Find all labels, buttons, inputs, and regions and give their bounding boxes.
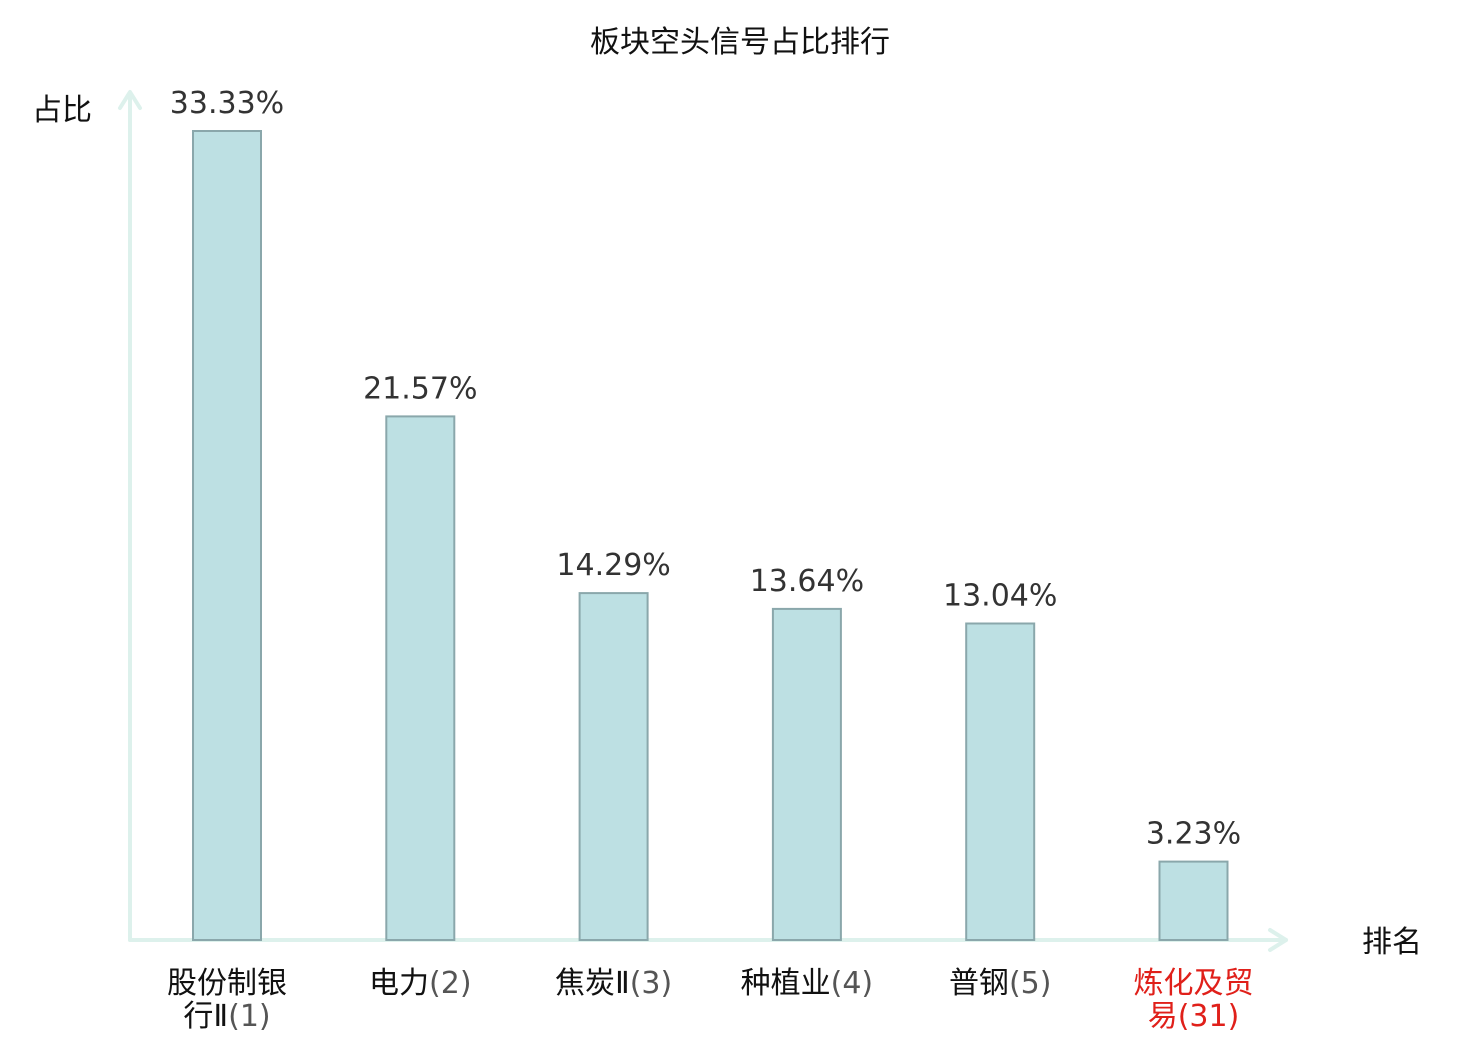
- category-label-4: 种植业(4): [741, 966, 874, 1001]
- category-name-line: 炼化及贸: [1134, 966, 1254, 1001]
- category-name-line: 电力: [369, 966, 429, 1001]
- category-name-line: 普钢: [949, 966, 1009, 1001]
- category-label-1: 股份制银行Ⅱ(1): [167, 966, 287, 1034]
- category-rank: (5): [1009, 966, 1051, 1001]
- y-axis: 占比: [32, 90, 142, 942]
- category-rank: (1): [228, 999, 271, 1034]
- bar-6: [1158, 860, 1229, 941]
- category-labels: 股份制银行Ⅱ(1) 电力(2) 焦炭Ⅱ(3) 种植业(4) 普钢(5) 炼化及贸易(31): [167, 966, 1254, 1034]
- bar-1: [192, 130, 262, 941]
- category-name-line: 行Ⅱ: [183, 999, 228, 1034]
- category-label-3: 焦炭Ⅱ(3): [555, 966, 672, 1001]
- category-name-line: 股份制银: [167, 966, 287, 1001]
- y-axis-label: 占比: [32, 93, 92, 128]
- category-name-line: 种植业: [741, 966, 831, 1001]
- category-name-line: 易: [1148, 999, 1178, 1034]
- value-label-2: 21.57%: [363, 371, 477, 406]
- category-rank: (2): [429, 966, 472, 1001]
- bar-series: [192, 130, 1229, 942]
- y-axis-arrow-icon: [118, 90, 142, 110]
- value-labels: 33.33% 21.57% 14.29% 13.64% 13.04% 3.23%: [170, 86, 1241, 852]
- category-rank: (4): [831, 966, 874, 1001]
- category-label-6: 炼化及贸易(31): [1134, 966, 1254, 1034]
- value-label-6: 3.23%: [1146, 817, 1241, 852]
- x-axis-arrow-icon: [1268, 928, 1288, 952]
- bar-3: [578, 592, 649, 941]
- value-label-3: 14.29%: [556, 548, 670, 583]
- bar-2: [385, 415, 456, 941]
- value-label-4: 13.64%: [750, 564, 864, 599]
- category-label-5: 普钢(5): [949, 966, 1051, 1001]
- category-rank: (31): [1178, 999, 1240, 1034]
- x-axis-label: 排名: [1362, 925, 1422, 960]
- x-axis: 排名: [128, 925, 1422, 960]
- value-label-1: 33.33%: [170, 86, 284, 121]
- value-label-5: 13.04%: [943, 579, 1057, 614]
- category-label-2: 电力(2): [369, 966, 472, 1001]
- bar-4: [771, 607, 842, 942]
- bar-5: [965, 622, 1036, 941]
- chart-title: 板块空头信号占比排行: [590, 25, 890, 60]
- category-name-line: 焦炭Ⅱ: [555, 966, 630, 1001]
- category-rank: (3): [630, 966, 673, 1001]
